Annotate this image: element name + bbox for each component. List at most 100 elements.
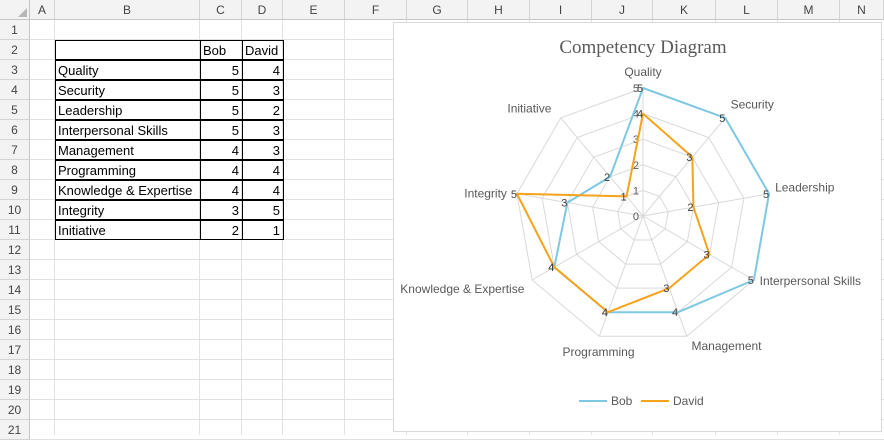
row-header-10[interactable]: 10 <box>0 200 30 220</box>
column-header-m[interactable]: M <box>778 0 840 20</box>
column-header-g[interactable]: G <box>407 0 468 20</box>
gridline-vertical <box>199 20 200 435</box>
bob-score-cell[interactable]: 4 <box>200 140 243 160</box>
radar-gridline-ring <box>566 138 720 289</box>
category-label: Quality <box>624 65 661 79</box>
competency-label-cell[interactable]: Programming <box>55 160 201 180</box>
row-header-20[interactable]: 20 <box>0 400 30 420</box>
competency-label-cell[interactable]: Management <box>55 140 201 160</box>
row-header-11[interactable]: 11 <box>0 220 30 240</box>
bob-score-cell[interactable]: 4 <box>200 160 243 180</box>
david-score-cell[interactable]: 3 <box>242 140 284 160</box>
row-header-3[interactable]: 3 <box>0 60 30 80</box>
data-label-bob: 4 <box>672 307 678 319</box>
competency-label-cell[interactable]: Leadership <box>55 100 201 120</box>
data-label-bob: 4 <box>548 262 554 274</box>
column-header-k[interactable]: K <box>653 0 716 20</box>
column-header-d[interactable]: D <box>242 0 283 20</box>
david-score-cell[interactable]: 3 <box>242 120 284 140</box>
column-header-e[interactable]: E <box>283 0 345 20</box>
row-header-5[interactable]: 5 <box>0 100 30 120</box>
row-header-15[interactable]: 15 <box>0 300 30 320</box>
cell-b2[interactable] <box>55 40 201 60</box>
header-bob[interactable]: Bob <box>200 40 243 60</box>
row-header-12[interactable]: 12 <box>0 240 30 260</box>
competency-label-cell[interactable]: Knowledge & Expertise <box>55 180 201 200</box>
data-label-david: 4 <box>637 109 643 121</box>
column-header-l[interactable]: L <box>716 0 778 20</box>
column-header-j[interactable]: J <box>592 0 653 20</box>
data-label-david: 1 <box>620 191 626 203</box>
data-label-bob: 5 <box>763 189 769 201</box>
david-score-cell[interactable]: 2 <box>242 100 284 120</box>
row-header-8[interactable]: 8 <box>0 160 30 180</box>
column-header-h[interactable]: H <box>468 0 530 20</box>
radar-spoke <box>531 215 644 281</box>
row-header-1[interactable]: 1 <box>0 20 30 40</box>
david-score-cell[interactable]: 5 <box>242 200 284 220</box>
bob-score-cell[interactable]: 4 <box>200 180 243 200</box>
data-label-bob: 5 <box>719 113 725 125</box>
bob-score-cell[interactable]: 5 <box>200 80 243 100</box>
bob-score-cell[interactable]: 2 <box>200 220 243 240</box>
row-header-16[interactable]: 16 <box>0 320 30 340</box>
select-all-triangle-icon <box>18 8 27 17</box>
legend-label-david: David <box>673 394 704 408</box>
david-score-cell[interactable]: 4 <box>242 60 284 80</box>
radar-spoke <box>516 193 644 217</box>
column-header-f[interactable]: F <box>345 0 407 20</box>
bob-score-cell[interactable]: 5 <box>200 120 243 140</box>
radar-spoke <box>642 215 688 337</box>
radar-gridline-ring <box>592 164 694 265</box>
gridline-vertical <box>54 20 55 435</box>
select-all-corner[interactable] <box>0 0 30 20</box>
row-header-9[interactable]: 9 <box>0 180 30 200</box>
row-header-19[interactable]: 19 <box>0 380 30 400</box>
row-header-7[interactable]: 7 <box>0 140 30 160</box>
row-header-14[interactable]: 14 <box>0 280 30 300</box>
header-david[interactable]: David <box>242 40 284 60</box>
gridline-vertical <box>241 20 242 435</box>
category-label: Knowledge & Expertise <box>400 282 524 296</box>
david-score-cell[interactable]: 3 <box>242 80 284 100</box>
david-score-cell[interactable]: 4 <box>242 180 284 200</box>
competency-radar-chart[interactable]: Competency Diagram 0 1 2 3 4 5 Quality Security L… <box>393 22 882 432</box>
column-header-b[interactable]: B <box>55 0 200 20</box>
data-label-bob: 5 <box>748 275 754 287</box>
column-header-i[interactable]: I <box>530 0 592 20</box>
competency-label-cell[interactable]: Quality <box>55 60 201 80</box>
data-label-david: 3 <box>703 249 709 261</box>
row-header-2[interactable]: 2 <box>0 40 30 60</box>
data-label-david: 4 <box>602 307 608 319</box>
radial-tick-label: 1 <box>633 185 639 197</box>
column-header-n[interactable]: N <box>840 0 884 20</box>
row-header-21[interactable]: 21 <box>0 420 30 440</box>
radar-spoke <box>642 117 726 217</box>
bob-score-cell[interactable]: 5 <box>200 100 243 120</box>
bob-score-cell[interactable]: 5 <box>200 60 243 80</box>
radial-tick-label: 3 <box>633 134 639 146</box>
column-header-c[interactable]: C <box>200 0 242 20</box>
data-label-david: 4 <box>548 262 554 274</box>
competency-label-cell[interactable]: Interpersonal Skills <box>55 120 201 140</box>
data-label-david: 3 <box>663 283 669 295</box>
data-label-bob: 4 <box>602 307 608 319</box>
competency-label-cell[interactable]: Initiative <box>55 220 201 240</box>
bob-score-cell[interactable]: 3 <box>200 200 243 220</box>
row-header-17[interactable]: 17 <box>0 340 30 360</box>
category-label: Security <box>731 97 774 111</box>
radar-gridline-ring <box>617 189 669 241</box>
david-score-cell[interactable]: 4 <box>242 160 284 180</box>
series-line-david <box>515 112 711 314</box>
column-header-a[interactable]: A <box>30 0 55 20</box>
radar-spoke <box>642 193 770 217</box>
data-label-bob: 5 <box>637 83 643 95</box>
competency-label-cell[interactable]: Security <box>55 80 201 100</box>
row-header-18[interactable]: 18 <box>0 360 30 380</box>
competency-label-cell[interactable]: Integrity <box>55 200 201 220</box>
row-header-4[interactable]: 4 <box>0 80 30 100</box>
david-score-cell[interactable]: 1 <box>242 220 284 240</box>
row-header-6[interactable]: 6 <box>0 120 30 140</box>
row-header-13[interactable]: 13 <box>0 260 30 280</box>
chart-title: Competency Diagram <box>559 37 726 58</box>
